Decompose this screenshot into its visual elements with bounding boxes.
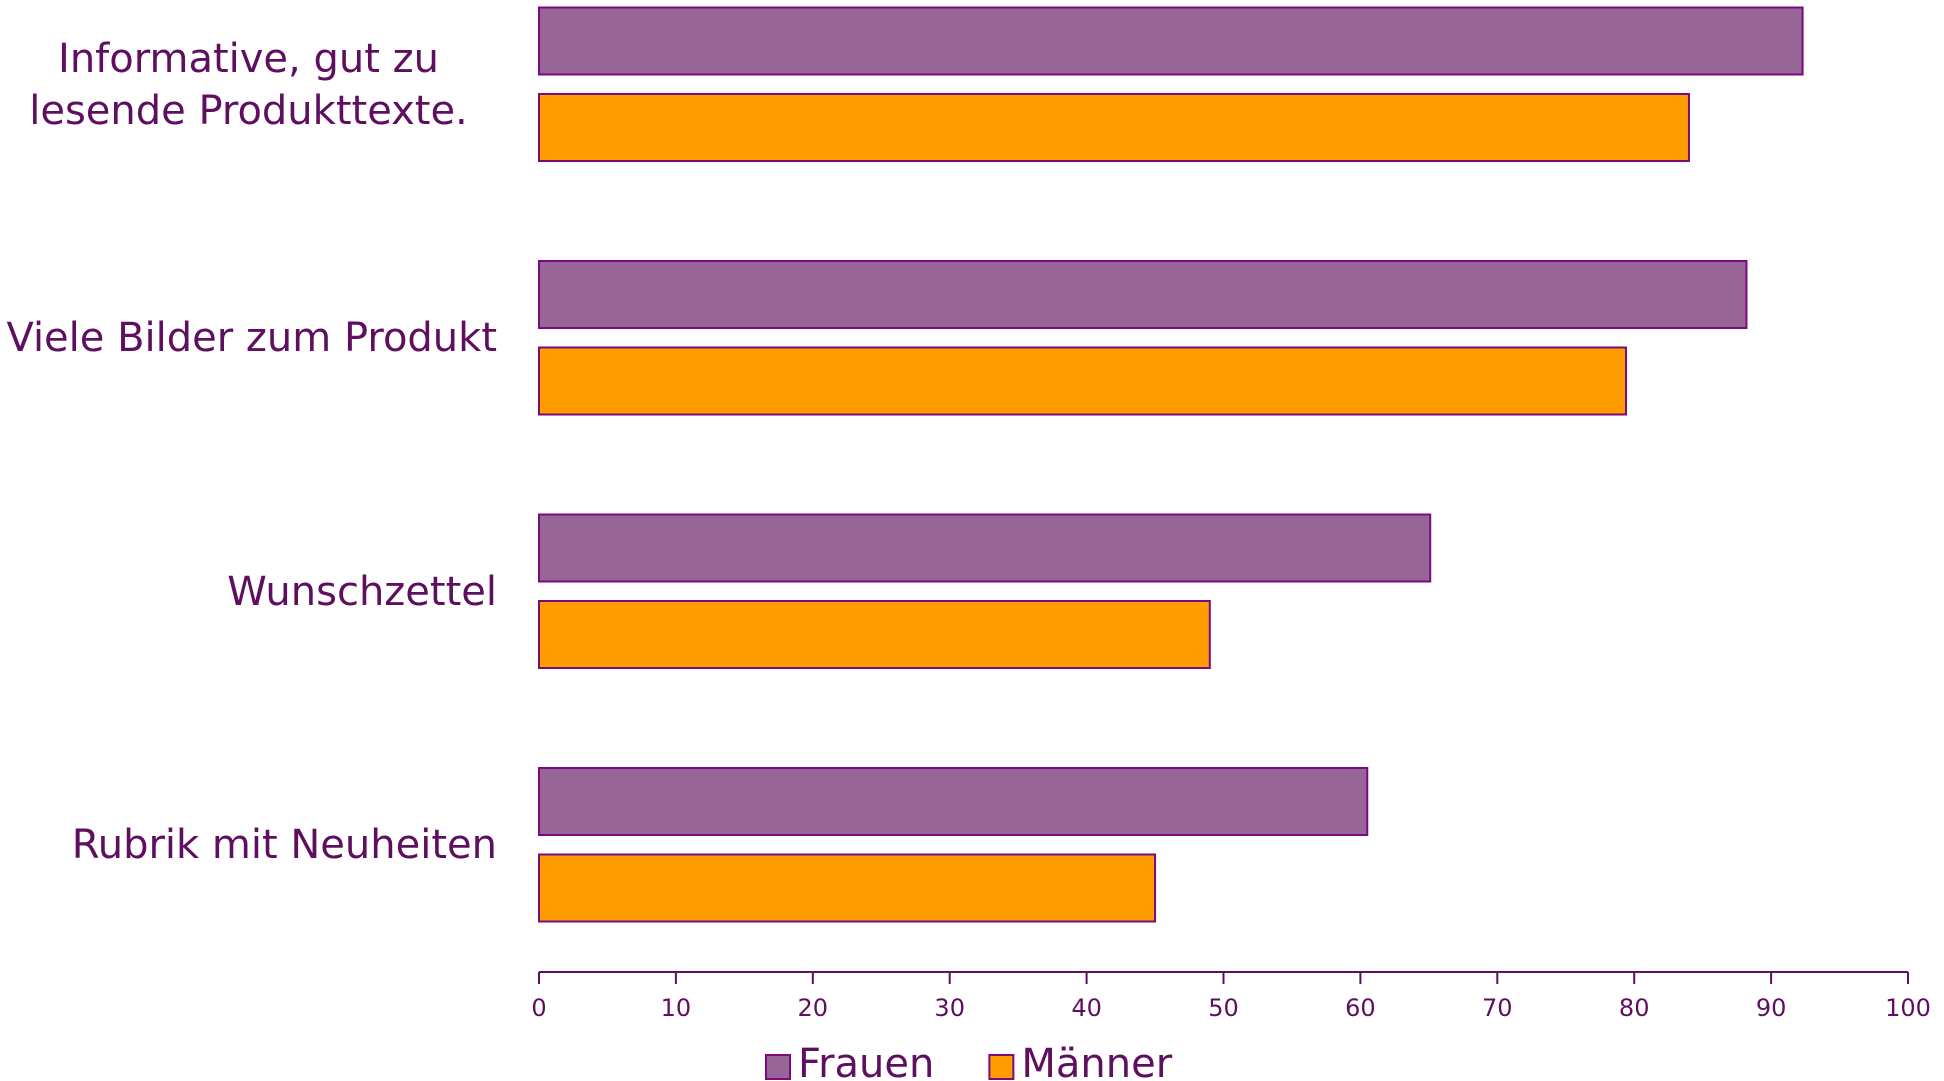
x-tick-label: 10	[661, 994, 692, 1022]
x-tick-label: 70	[1482, 994, 1513, 1022]
x-tick-label: 100	[1885, 994, 1931, 1022]
bar	[538, 853, 1157, 923]
category-text: Informative, gut zu lesende Produkttexte…	[29, 35, 468, 134]
x-tick-label: 60	[1345, 994, 1376, 1022]
legend-swatch	[765, 1054, 791, 1080]
category-text: Wunschzettel	[227, 568, 497, 615]
x-tick-label: 50	[1208, 994, 1239, 1022]
bar	[538, 513, 1432, 583]
x-tick-label: 30	[934, 994, 965, 1022]
legend-label: Männer	[1021, 1041, 1172, 1081]
category-text: Rubrik mit Neuheiten	[71, 822, 497, 868]
x-tick-label: 40	[1071, 994, 1102, 1022]
bar	[538, 600, 1211, 669]
x-tick-label: 80	[1619, 994, 1650, 1022]
bar	[538, 767, 1369, 836]
bar	[538, 6, 1804, 76]
legend-label: Frauen	[798, 1041, 934, 1081]
category-label: Informative, gut zu lesende Produkttexte…	[0, 33, 497, 137]
x-tick-label: 90	[1756, 994, 1787, 1022]
category-label: Viele Bilder zum Produkt	[0, 312, 497, 364]
category-label: Wunschzettel	[0, 566, 497, 618]
x-tick-label: 20	[798, 994, 829, 1022]
bar	[538, 260, 1748, 329]
category-label: Rubrik mit Neuheiten	[0, 819, 497, 871]
bar	[538, 346, 1627, 416]
legend-swatch	[988, 1054, 1015, 1080]
category-text: Viele Bilder zum Produkt	[6, 315, 497, 361]
x-tick-label: 0	[531, 994, 546, 1022]
bar	[538, 93, 1690, 162]
